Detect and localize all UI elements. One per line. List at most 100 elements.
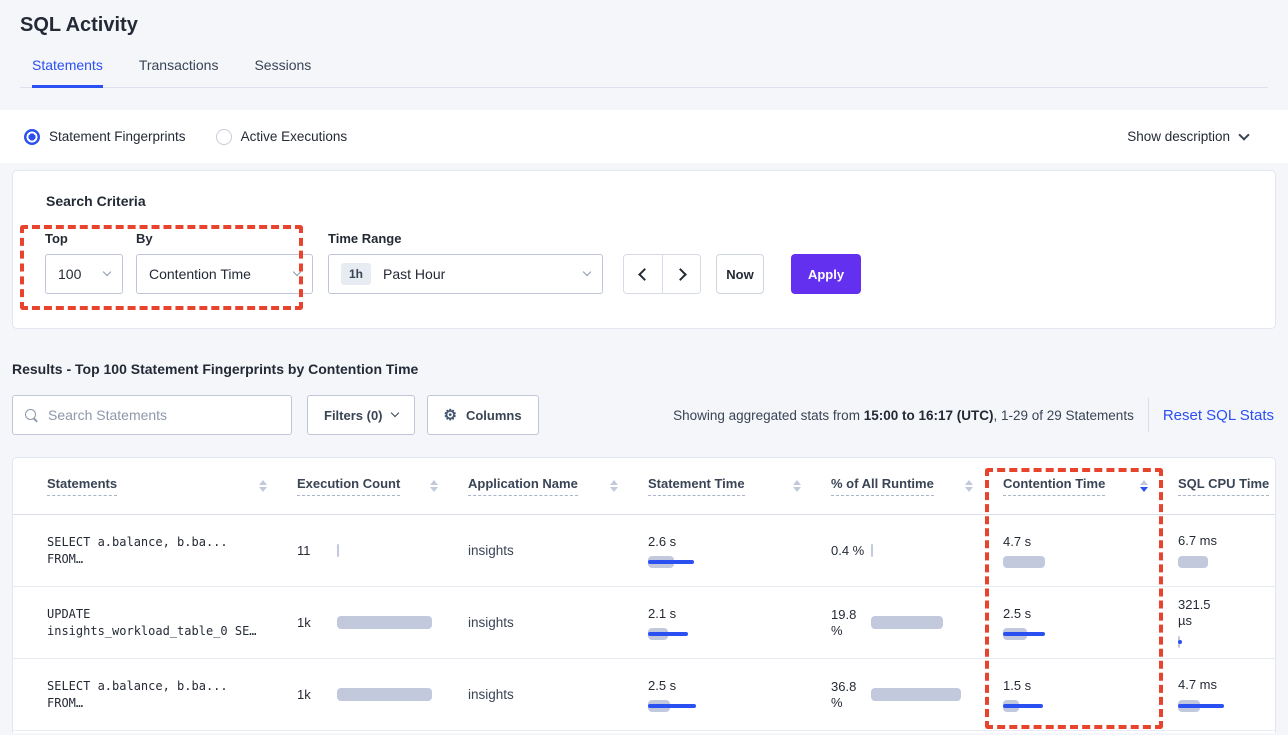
results-heading: Results - Top 100 Statement Fingerprints… xyxy=(12,361,419,377)
column-header-execution-count[interactable]: Execution Count xyxy=(297,476,401,496)
radio-unselected-icon xyxy=(215,128,232,145)
statement-link[interactable]: UPDATE insights_workload_table_0 SE… xyxy=(47,606,257,638)
radio-label: Active Executions xyxy=(240,129,348,144)
column-header-application-name[interactable]: Application Name xyxy=(468,476,578,496)
tab-statements[interactable]: Statements xyxy=(32,57,103,88)
tab-bar: Statements Transactions Sessions xyxy=(20,57,1268,88)
execution-count-bar xyxy=(337,616,432,629)
by-label: By xyxy=(136,231,153,246)
time-range-field: Time Range 1h Past Hour xyxy=(313,231,603,294)
gear-icon: ⚙ xyxy=(443,406,457,424)
radio-statement-fingerprints[interactable]: Statement Fingerprints xyxy=(24,128,186,145)
now-button[interactable]: Now xyxy=(716,254,764,294)
sort-icon[interactable] xyxy=(793,480,801,492)
mean-line xyxy=(648,631,688,636)
by-select[interactable]: Contention Time xyxy=(136,254,313,294)
top-select-value: 100 xyxy=(58,266,82,282)
chevron-down-icon xyxy=(102,267,112,277)
toolbar-right: Showing aggregated stats from 15:00 to 1… xyxy=(673,398,1276,432)
radio-active-executions[interactable]: Active Executions xyxy=(215,128,348,145)
column-header-sql-cpu-time[interactable]: SQL CPU Time xyxy=(1178,476,1270,496)
chevron-down-icon xyxy=(390,408,399,418)
time-bar xyxy=(1003,555,1045,568)
previous-time-window-button[interactable] xyxy=(624,255,662,293)
time-bar xyxy=(1178,556,1208,568)
tab-transactions[interactable]: Transactions xyxy=(138,57,219,73)
search-statements-box[interactable] xyxy=(12,395,292,435)
statement-link[interactable]: SELECT a.balance, b.ba... FROM… xyxy=(47,678,228,710)
pct-runtime-bar xyxy=(871,616,943,629)
filters-button[interactable]: Filters (0) xyxy=(307,395,415,435)
contention-time-cell: 4.7 s xyxy=(1003,534,1178,568)
column-header-statement-time[interactable]: Statement Time xyxy=(648,476,745,496)
columns-button[interactable]: ⚙ Columns xyxy=(426,395,539,435)
tab-sessions[interactable]: Sessions xyxy=(254,57,312,73)
radio-label: Statement Fingerprints xyxy=(49,129,186,144)
column-header-contention-time[interactable]: Contention Time xyxy=(1003,476,1106,496)
pct-runtime-cell: 36.8% xyxy=(831,679,1003,711)
reset-sql-stats-link[interactable]: Reset SQL Stats xyxy=(1162,406,1274,424)
top-label: Top xyxy=(45,231,68,246)
sort-icon[interactable] xyxy=(430,480,438,492)
time-range-value: Past Hour xyxy=(383,266,446,282)
execution-count-cell: 11 xyxy=(297,543,468,558)
mean-line xyxy=(1178,704,1224,708)
contention-time-cell: 1.5 s xyxy=(1003,678,1178,712)
page-header: SQL Activity Statements Transactions Ses… xyxy=(0,0,1288,88)
columns-label: Columns xyxy=(465,407,522,423)
column-header-statements[interactable]: Statements xyxy=(47,476,118,496)
time-window-arrows xyxy=(623,254,701,294)
mean-line xyxy=(1178,640,1182,644)
chevron-left-icon xyxy=(638,267,651,281)
statements-table: Statements Execution Count Application N… xyxy=(12,457,1276,733)
sql-cpu-time-cell: 4.7 ms xyxy=(1178,677,1275,712)
pct-runtime-cell: 19.8% xyxy=(831,607,1003,639)
next-time-window-button[interactable] xyxy=(662,255,700,293)
sort-icon[interactable] xyxy=(610,480,618,492)
sql-cpu-time-cell: 6.7 ms xyxy=(1178,533,1275,568)
apply-button[interactable]: Apply xyxy=(791,254,861,294)
search-statements-input[interactable] xyxy=(48,407,279,423)
sort-icon[interactable] xyxy=(259,480,267,492)
table-row: UPDATE insights_workload_table_0 SE… 1k i… xyxy=(13,587,1275,659)
application-name-cell: insights xyxy=(468,687,514,702)
show-description-toggle[interactable]: Show description xyxy=(1127,128,1250,144)
vertical-divider xyxy=(1147,398,1149,432)
top-field: Top 100 xyxy=(45,231,123,294)
chevron-down-icon xyxy=(292,267,302,277)
view-toggle-bar: Statement Fingerprints Active Executions… xyxy=(0,110,1288,163)
time-range-badge: 1h xyxy=(341,263,372,285)
mean-line xyxy=(1003,631,1045,636)
chevron-down-icon xyxy=(582,267,592,277)
sort-icon-active-desc[interactable] xyxy=(1140,480,1148,492)
time-range-select[interactable]: 1h Past Hour xyxy=(328,254,603,294)
statement-link[interactable]: SELECT a.balance, b.ba... FROM… xyxy=(47,534,228,566)
column-header-pct-runtime[interactable]: % of All Runtime xyxy=(831,476,934,496)
top-select[interactable]: 100 xyxy=(45,254,123,294)
table-header-row: Statements Execution Count Application N… xyxy=(13,458,1275,515)
search-criteria-heading: Search Criteria xyxy=(46,193,146,209)
radio-selected-icon xyxy=(24,128,40,145)
by-field: By Contention Time xyxy=(123,231,313,294)
contention-time-cell: 2.5 s xyxy=(1003,606,1178,640)
table-row: SELECT a.balance, b.ba... FROM… 11 insigh… xyxy=(13,515,1275,587)
sort-icon[interactable] xyxy=(965,480,973,492)
filters-label: Filters (0) xyxy=(324,407,383,423)
chevron-down-icon xyxy=(1238,128,1250,141)
showing-stats-text: Showing aggregated stats from 15:00 to 1… xyxy=(673,407,1134,423)
table-row: SELECT a.balance, b.ba... FROM… 1k insigh… xyxy=(13,659,1275,731)
mean-line xyxy=(1003,703,1043,708)
search-criteria-panel: Search Criteria Top 100 By Contention Ti… xyxy=(12,170,1276,329)
mean-line xyxy=(648,559,694,564)
mean-line xyxy=(648,703,696,708)
search-criteria-controls: Top 100 By Contention Time Time Range 1h… xyxy=(32,231,1253,294)
application-name-cell: insights xyxy=(468,543,514,558)
statement-time-cell: 2.1 s xyxy=(648,606,831,640)
time-range-label: Time Range xyxy=(328,231,402,246)
chevron-right-icon xyxy=(673,267,687,281)
pct-runtime-cell: 0.4 % xyxy=(831,543,1003,559)
search-icon xyxy=(25,408,39,422)
sql-cpu-time-cell: 321.5 µs xyxy=(1178,597,1275,648)
execution-count-cell: 1k xyxy=(297,615,468,630)
page-title: SQL Activity xyxy=(20,14,138,36)
